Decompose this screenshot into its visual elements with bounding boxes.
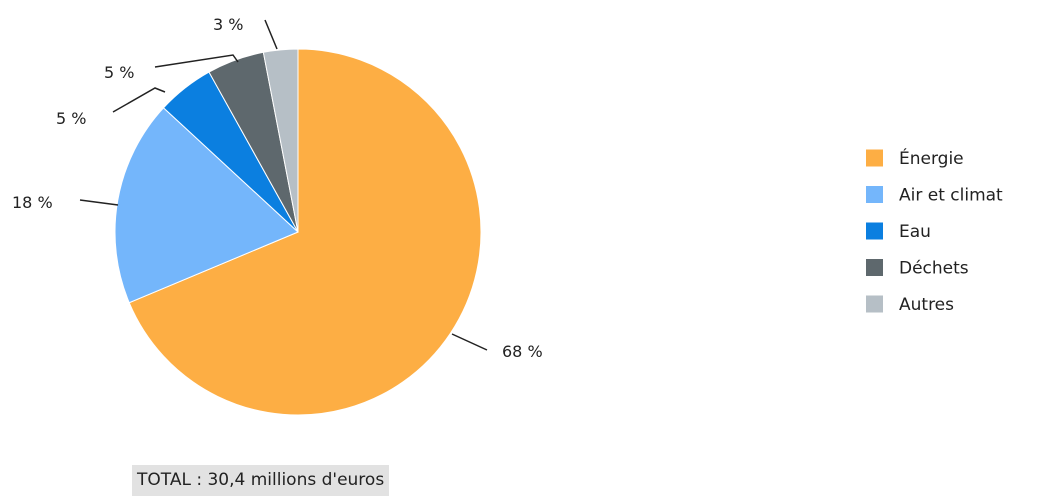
leader-line-5 xyxy=(264,19,278,50)
legend-label-3: Eau xyxy=(899,222,931,242)
leader-line-2 xyxy=(79,199,119,206)
pie-slices xyxy=(114,48,482,416)
leader-line-1 xyxy=(451,333,488,351)
total-label: TOTAL : 30,4 millions d'euros xyxy=(132,465,390,496)
data-label-2: 18 % xyxy=(12,193,53,212)
data-label-4: 5 % xyxy=(104,63,134,82)
pie-slice-2 xyxy=(114,107,299,304)
legend-swatch-2 xyxy=(866,186,883,203)
data-labels: 68 % 18 % 5 % 5 % 3 % xyxy=(12,15,543,361)
label-leader-lines xyxy=(79,19,488,351)
legend-swatch-4 xyxy=(866,259,883,276)
legend-swatch-1 xyxy=(866,149,883,167)
legend-label-1: Énergie xyxy=(899,147,964,169)
legend: Énergie Air et climat Eau Déchets Autres xyxy=(866,147,1003,315)
legend-swatch-5 xyxy=(866,295,883,313)
leader-line-3 xyxy=(112,87,166,113)
data-label-5: 3 % xyxy=(213,15,243,34)
data-label-1: 68 % xyxy=(502,342,543,361)
legend-label-5: Autres xyxy=(899,295,954,315)
data-label-3: 5 % xyxy=(56,109,86,128)
legend-swatch-3 xyxy=(866,222,883,240)
leader-line-4 xyxy=(154,54,239,68)
legend-label-2: Air et climat xyxy=(899,186,1003,206)
legend-label-4: Déchets xyxy=(899,259,969,279)
pie-slice-5 xyxy=(262,48,299,233)
pie-slice-1 xyxy=(128,48,482,416)
